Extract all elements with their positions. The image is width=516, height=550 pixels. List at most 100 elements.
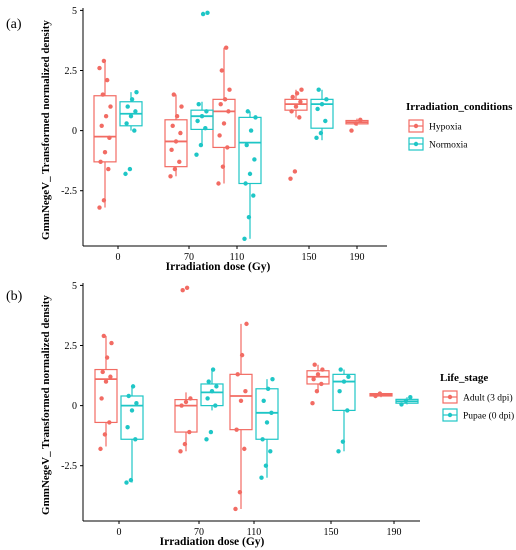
legend-title-a: Irradiation_conditions bbox=[406, 101, 513, 113]
data-point bbox=[178, 449, 183, 454]
data-point bbox=[349, 128, 354, 133]
data-point bbox=[320, 367, 325, 372]
y-tick-label: 0 bbox=[72, 126, 77, 137]
data-point bbox=[178, 130, 183, 136]
data-point bbox=[248, 128, 254, 133]
data-point bbox=[204, 437, 209, 442]
data-point bbox=[128, 113, 134, 119]
box-normoxia-0 bbox=[119, 89, 143, 177]
data-point bbox=[196, 101, 201, 107]
box-iqr bbox=[190, 109, 214, 131]
x-tick-label: 190 bbox=[350, 252, 365, 263]
data-point bbox=[373, 393, 378, 399]
y-tick-label: -2.5 bbox=[61, 461, 77, 472]
data-point bbox=[99, 123, 104, 128]
data-point bbox=[377, 391, 383, 396]
data-point bbox=[345, 408, 350, 413]
data-point bbox=[265, 386, 271, 391]
data-point bbox=[124, 121, 129, 126]
data-point bbox=[222, 97, 228, 102]
data-point bbox=[126, 393, 131, 399]
data-point bbox=[102, 432, 108, 437]
legend-label: Normoxia bbox=[429, 141, 468, 151]
data-point bbox=[103, 379, 109, 384]
box-iqr bbox=[93, 95, 117, 163]
data-point bbox=[109, 340, 114, 346]
legend-label: Hypoxia bbox=[429, 123, 463, 133]
box-iqr bbox=[120, 395, 144, 440]
data-point bbox=[210, 367, 216, 372]
data-point bbox=[203, 126, 208, 131]
x-tick-label: 150 bbox=[324, 527, 339, 538]
box-hypoxia-70 bbox=[164, 92, 188, 179]
data-point bbox=[288, 176, 293, 181]
data-point bbox=[315, 372, 321, 377]
data-point bbox=[310, 401, 315, 406]
data-point bbox=[128, 477, 134, 483]
box-adult-3-dpi--0 bbox=[94, 333, 118, 452]
data-point bbox=[213, 403, 218, 408]
data-point bbox=[312, 362, 317, 367]
plot-area-b: 5 2.5 0 -2.5 0 70 110 150 190 bbox=[61, 281, 420, 538]
box-pupae-0-dpi--150 bbox=[332, 367, 356, 454]
data-point bbox=[219, 68, 224, 73]
panel-label-a: (a) bbox=[6, 17, 22, 32]
data-point bbox=[195, 118, 200, 124]
x-tick-label: 0 bbox=[117, 527, 122, 538]
data-point bbox=[227, 87, 232, 92]
legend-title-b: Life_stage bbox=[440, 372, 488, 384]
y-tick-label: 0 bbox=[72, 401, 77, 412]
data-point bbox=[206, 379, 211, 384]
data-point bbox=[100, 92, 106, 97]
data-point bbox=[188, 396, 193, 401]
x-tick-label: 190 bbox=[387, 527, 402, 538]
data-point bbox=[124, 480, 129, 485]
data-point bbox=[242, 446, 247, 452]
data-point bbox=[314, 388, 320, 394]
data-point bbox=[261, 398, 266, 403]
data-point bbox=[216, 181, 221, 186]
data-point bbox=[204, 109, 209, 114]
data-point bbox=[290, 94, 295, 100]
box-hypoxia-190 bbox=[345, 117, 369, 133]
data-point bbox=[293, 104, 299, 109]
box-pupae-0-dpi--190 bbox=[395, 394, 419, 407]
x-tick-label: 110 bbox=[247, 527, 262, 538]
data-point bbox=[245, 109, 250, 114]
data-point bbox=[171, 92, 176, 97]
data-point bbox=[224, 45, 229, 50]
box-normoxia-150 bbox=[310, 87, 334, 141]
data-point bbox=[125, 104, 130, 109]
data-point bbox=[134, 89, 139, 95]
data-point bbox=[168, 174, 173, 179]
data-point bbox=[187, 429, 192, 435]
data-point bbox=[234, 427, 239, 432]
legend-key-point bbox=[447, 412, 453, 418]
data-point bbox=[239, 352, 245, 358]
data-point bbox=[98, 446, 103, 452]
data-point bbox=[318, 130, 324, 136]
data-point bbox=[298, 99, 303, 104]
data-point bbox=[246, 214, 252, 220]
panel-a: (a) GmmNegeV_ Transformed normalized den… bbox=[6, 6, 513, 273]
box-normoxia-70 bbox=[190, 10, 214, 157]
data-point bbox=[259, 475, 264, 480]
data-point bbox=[125, 425, 130, 430]
data-point bbox=[220, 164, 226, 169]
box-hypoxia-110 bbox=[212, 45, 236, 186]
data-point bbox=[336, 449, 341, 454]
data-point bbox=[252, 157, 257, 162]
data-point bbox=[340, 439, 346, 444]
data-point bbox=[133, 437, 138, 442]
y-tick-label: 2.5 bbox=[65, 66, 78, 77]
data-point bbox=[233, 506, 238, 512]
data-point bbox=[399, 402, 404, 407]
data-point bbox=[101, 198, 107, 203]
y-tick-label: 2.5 bbox=[65, 341, 78, 352]
data-point bbox=[217, 133, 222, 138]
data-point bbox=[221, 121, 227, 126]
y-axis-label-b: GmmNegeV_ Transformed normalized density bbox=[40, 295, 52, 515]
data-point bbox=[260, 437, 265, 442]
x-tick-label: 150 bbox=[302, 252, 317, 263]
data-point bbox=[129, 408, 135, 413]
